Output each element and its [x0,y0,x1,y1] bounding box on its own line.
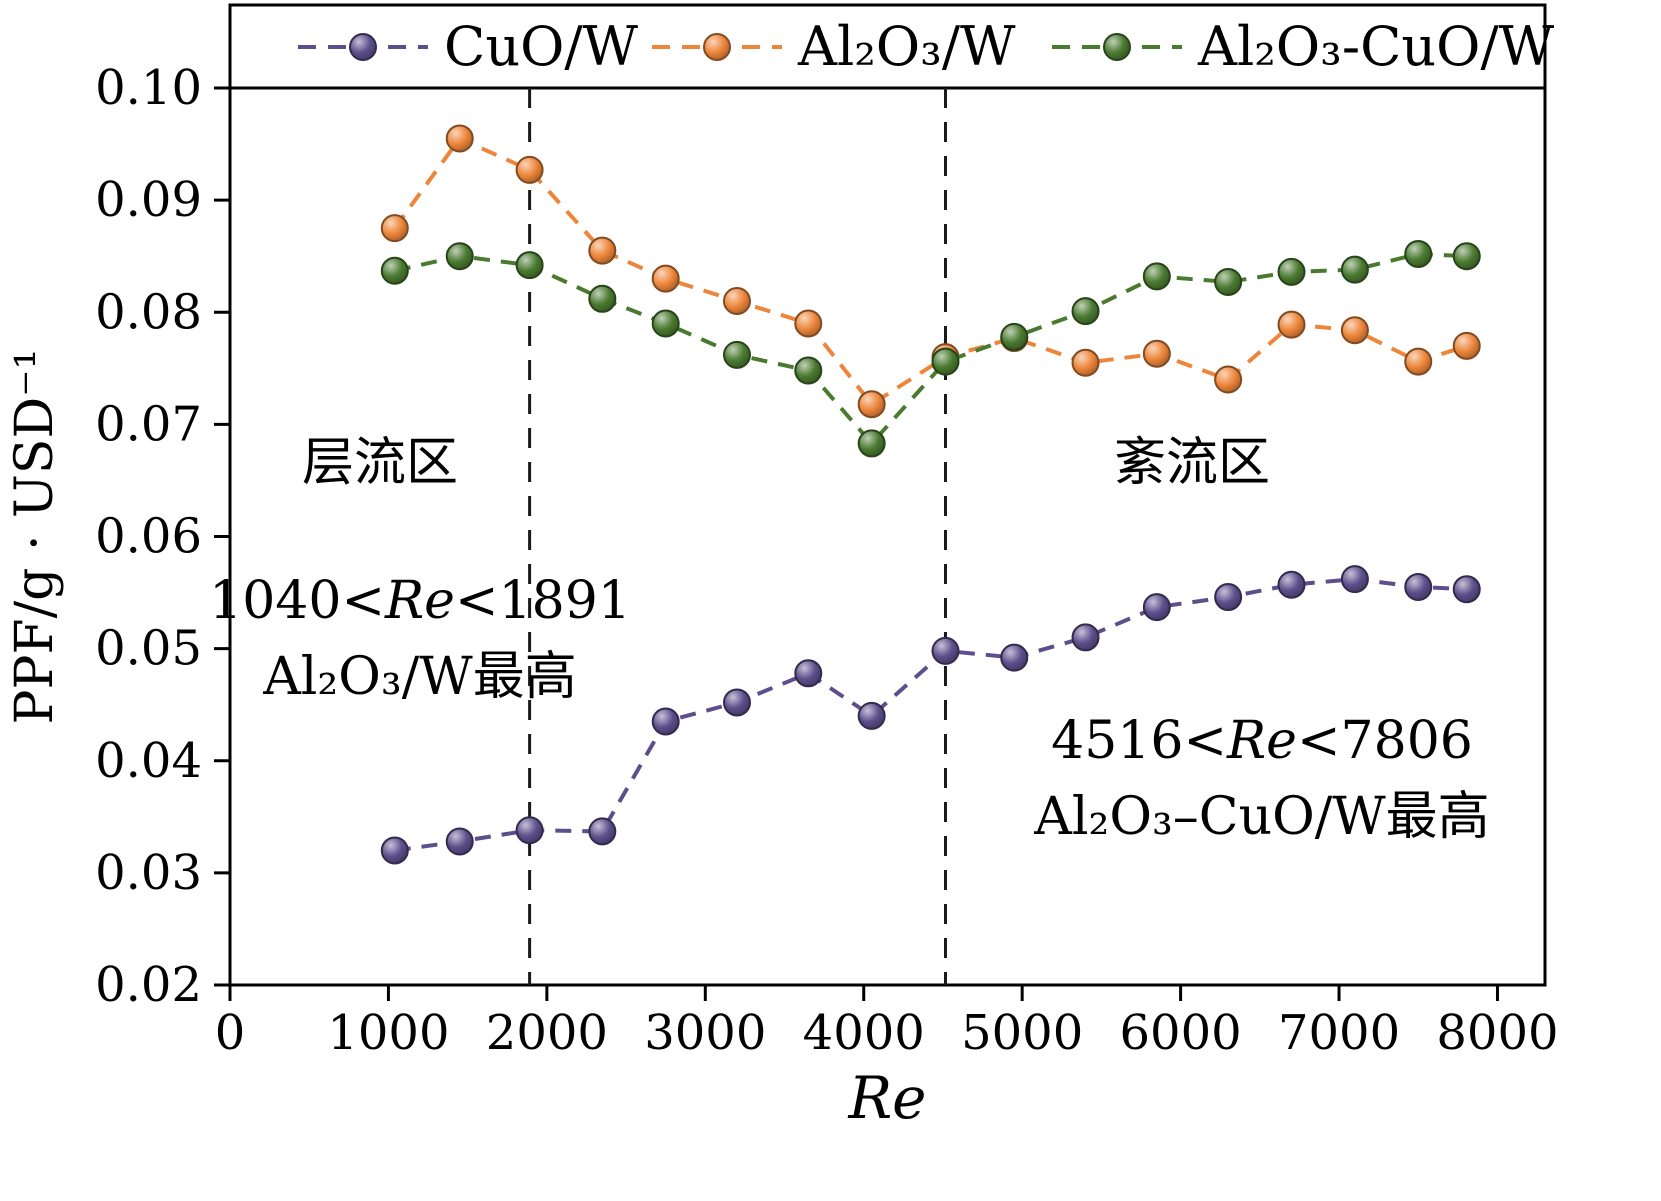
plot-frame [228,3,1547,987]
y-tick-label: 0.04 [95,733,202,789]
y-tick-label: 0.09 [95,172,202,228]
data-point [1404,347,1433,376]
legend-item: Al₂O₃-CuO/W [1052,15,1555,78]
data-point [857,390,886,419]
y-tick-label: 0.06 [95,509,202,565]
data-point [722,688,751,717]
legend-marker [703,33,731,61]
data-point [1071,348,1100,377]
x-axis-label: Re [848,1064,927,1132]
data-point [1452,575,1481,604]
region-label: 层流区 [302,433,458,493]
legend-label: Al₂O₃/W [797,15,1016,78]
x-tick-label: 7000 [1278,1005,1400,1061]
y-axis-label: PPF/g · USD⁻¹ [5,349,65,725]
legend: CuO/W Al₂O₃/W Al₂O₃-CuO/W [298,15,1555,78]
data-point [1340,255,1369,284]
data-point [380,836,409,865]
y-tick-label: 0.02 [95,957,202,1013]
data-point [1452,331,1481,360]
data-point [722,287,751,316]
data-point [445,827,474,856]
data-point [794,309,823,338]
data-point [857,429,886,458]
data-point [931,636,960,665]
y-tick-label: 0.10 [95,60,202,116]
data-point [1142,593,1171,622]
data-point [1214,267,1243,296]
x-tick-label: 1000 [327,1005,449,1061]
x-tick-label: 6000 [1120,1005,1242,1061]
data-point [1277,570,1306,599]
data-point [1340,316,1369,345]
series-line [394,251,1467,447]
y-tick-label: 0.05 [95,621,202,677]
annotation-line: Al₂O₃/W最高 [262,647,576,707]
data-point [1071,623,1100,652]
legend-item: Al₂O₃/W [652,15,1016,78]
data-point [515,251,544,280]
legend-marker [1103,33,1131,61]
data-point [1340,565,1369,594]
x-tick-label: 5000 [961,1005,1083,1061]
y-tick-label: 0.03 [95,845,202,901]
y-tick-label: 0.07 [95,396,202,452]
region-label: 紊流区 [1114,433,1270,493]
data-point [722,340,751,369]
legend-item: CuO/W [298,15,639,78]
legend-label: CuO/W [444,15,639,78]
data-point [1214,365,1243,394]
y-tick-label: 0.08 [95,284,202,340]
annotation-line: 1040<Re<1891 [209,571,631,631]
data-point [651,309,680,338]
data-point [1000,643,1029,672]
data-point [380,256,409,285]
data-point [931,347,960,376]
data-point [445,124,474,153]
data-point [1214,583,1243,612]
x-tick-label: 8000 [1436,1005,1558,1061]
data-point [588,817,617,846]
annotation-line: 4516<Re<7806 [1051,711,1473,771]
annotation-line: Al₂O₃–CuO/W最高 [1033,787,1489,847]
x-tick-label: 0 [215,1005,246,1061]
data-point [1000,322,1029,351]
x-tick-label: 3000 [644,1005,766,1061]
series-line [393,135,1468,407]
data-point [1142,339,1171,368]
data-point [445,242,474,271]
data-point [380,214,409,243]
data-point [1452,242,1481,271]
data-point [1142,262,1171,291]
data-point [588,236,617,265]
data-point [651,707,680,736]
data-point [794,356,823,385]
legend-marker [349,33,377,61]
series-cuo-w [380,565,1481,865]
legend-label: Al₂O₃-CuO/W [1197,15,1555,78]
data-point [1277,257,1306,286]
x-tick-label: 2000 [486,1005,608,1061]
data-point [857,701,886,730]
data-point [1404,239,1433,268]
data-point [588,284,617,313]
data-point [515,155,544,184]
series-al-o-cuo-w [380,239,1481,458]
data-point [515,816,544,845]
data-point [794,659,823,688]
axes: 0 1000 2000 3000 4000 5000 6000 7000 8000 0.02 0.0… [5,60,1559,1132]
x-tick-label: 4000 [803,1005,925,1061]
data-point [1404,572,1433,601]
data-point [1277,310,1306,339]
data-point [1071,297,1100,326]
data-point [651,264,680,293]
